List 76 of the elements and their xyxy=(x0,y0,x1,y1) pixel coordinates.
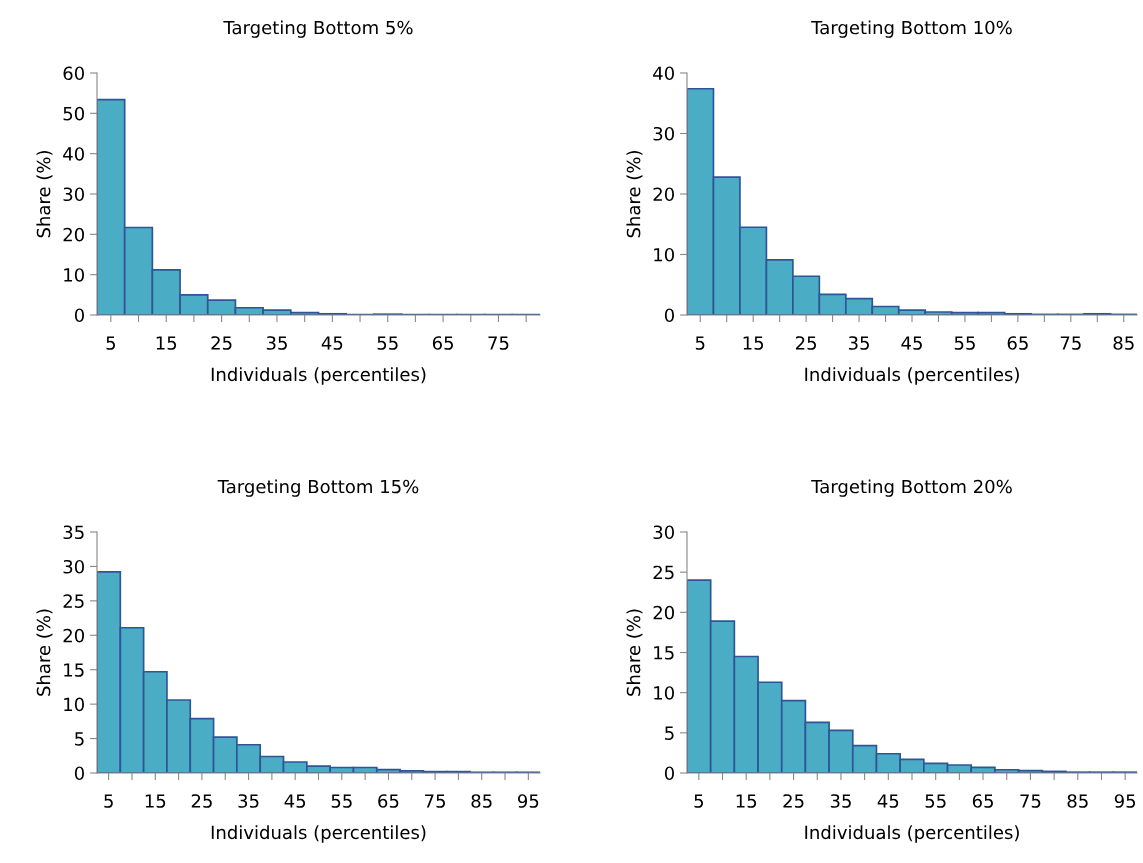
y-tick-label: 40 xyxy=(653,66,674,81)
y-axis-title: Share (%) xyxy=(36,151,53,238)
x-tick-label: 85 xyxy=(1067,794,1088,808)
x-tick-label: 65 xyxy=(972,794,993,808)
y-tick-label: 5 xyxy=(665,726,674,740)
y-tick-label: 20 xyxy=(653,187,674,202)
y-axis-title: Share (%) xyxy=(36,609,53,696)
x-tick-label: 65 xyxy=(378,794,399,808)
y-tick-label: 10 xyxy=(654,247,674,262)
x-tick-label: 5 xyxy=(104,794,113,808)
y-tick-label: 0 xyxy=(664,308,674,323)
x-tick-label: 5 xyxy=(695,336,705,350)
y-tick-label: 10 xyxy=(64,697,84,712)
x-tick-label: 15 xyxy=(743,336,764,350)
x-axis-title: Individuals (percentiles) xyxy=(211,825,426,843)
y-tick-label: 20 xyxy=(63,227,84,242)
x-tick-label: 15 xyxy=(736,794,757,808)
x-tick-label: 15 xyxy=(145,794,166,808)
y-axis-title: Share (%) xyxy=(626,609,643,696)
x-tick-label: 35 xyxy=(238,794,259,808)
y-tick-label: 30 xyxy=(653,525,674,540)
y-tick-label: 30 xyxy=(63,187,84,202)
y-tick-label: 25 xyxy=(653,565,674,580)
x-tick-label: 45 xyxy=(901,336,922,350)
y-tick-label: 10 xyxy=(654,686,674,700)
y-tick-label: 25 xyxy=(63,594,84,608)
chart-title: Targeting Bottom 20% xyxy=(811,479,1012,497)
x-tick-label: 55 xyxy=(377,336,398,350)
x-tick-label: 25 xyxy=(795,336,817,350)
x-tick-label: 25 xyxy=(211,336,232,350)
x-axis-title: Individuals (percentiles) xyxy=(805,825,1019,843)
x-tick-label: 45 xyxy=(321,336,343,350)
x-tick-label: 95 xyxy=(1114,794,1136,808)
y-tick-label: 50 xyxy=(63,106,84,121)
chart-title: Targeting Bottom 5% xyxy=(223,20,413,38)
y-tick-label: 15 xyxy=(654,646,674,660)
x-tick-label: 75 xyxy=(1060,336,1081,350)
x-tick-label: 35 xyxy=(848,336,869,350)
x-tick-label: 45 xyxy=(877,794,899,808)
y-tick-label: 15 xyxy=(64,663,84,677)
y-tick-label: 0 xyxy=(664,766,674,781)
x-tick-label: 95 xyxy=(517,794,539,808)
x-tick-label: 5 xyxy=(694,794,704,808)
x-tick-label: 35 xyxy=(266,336,287,350)
x-tick-label: 75 xyxy=(1020,794,1041,808)
x-tick-label: 15 xyxy=(156,336,177,350)
chart-title: Targeting Bottom 10% xyxy=(811,20,1012,38)
y-tick-label: 0 xyxy=(74,766,84,781)
y-axis-title: Share (%) xyxy=(626,151,643,238)
x-tick-label: 65 xyxy=(432,336,453,350)
y-tick-label: 10 xyxy=(64,268,84,282)
y-tick-label: 30 xyxy=(653,126,674,141)
x-tick-label: 55 xyxy=(925,794,946,808)
x-tick-label: 65 xyxy=(1007,336,1028,350)
y-tick-label: 0 xyxy=(74,308,84,323)
x-tick-label: 85 xyxy=(1113,336,1134,350)
x-tick-label: 75 xyxy=(488,336,509,350)
x-tick-label: 55 xyxy=(954,336,975,350)
x-tick-label: 25 xyxy=(783,794,804,808)
x-tick-label: 35 xyxy=(830,794,851,808)
y-tick-label: 40 xyxy=(63,147,84,161)
x-tick-label: 75 xyxy=(425,794,445,808)
x-axis-title: Individuals (percentiles) xyxy=(211,367,426,385)
y-tick-label: 20 xyxy=(653,605,674,620)
chart-title: Targeting Bottom 15% xyxy=(217,479,419,497)
y-tick-label: 60 xyxy=(63,66,84,81)
y-tick-label: 5 xyxy=(75,732,84,746)
x-tick-label: 55 xyxy=(331,794,352,808)
x-tick-label: 5 xyxy=(106,336,116,350)
x-tick-label: 25 xyxy=(191,794,212,808)
x-tick-label: 85 xyxy=(471,794,492,808)
x-axis-title: Individuals (percentiles) xyxy=(805,367,1019,385)
y-tick-label: 35 xyxy=(63,525,84,540)
y-tick-label: 30 xyxy=(63,559,84,574)
y-tick-label: 20 xyxy=(63,628,84,643)
x-tick-label: 45 xyxy=(284,794,306,808)
